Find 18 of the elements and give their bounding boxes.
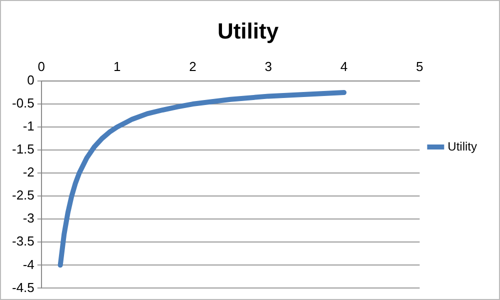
legend-label: Utility	[448, 139, 478, 154]
y-tick-label: -3.5	[12, 234, 34, 249]
x-tick-label: 0	[38, 58, 46, 74]
x-tick-label: 3	[264, 58, 272, 74]
chart-title: Utility	[217, 18, 280, 44]
x-tick-label: 5	[416, 58, 424, 74]
y-tick-label: -4	[22, 256, 34, 272]
x-tick-label: 2	[189, 58, 196, 74]
y-tick-label: -1	[22, 118, 34, 134]
y-tick-label: -3	[22, 210, 34, 226]
x-tick-label: 4	[340, 58, 348, 74]
x-tick-label: 1	[113, 58, 121, 74]
y-tick-label: -0.5	[12, 96, 34, 111]
y-tick-label: -1.5	[12, 142, 34, 157]
y-tick-label: -2.5	[12, 188, 34, 203]
y-tick-label: 0	[27, 72, 34, 88]
y-tick-label: -2	[22, 164, 34, 180]
y-tick-label: -4.5	[12, 280, 34, 295]
